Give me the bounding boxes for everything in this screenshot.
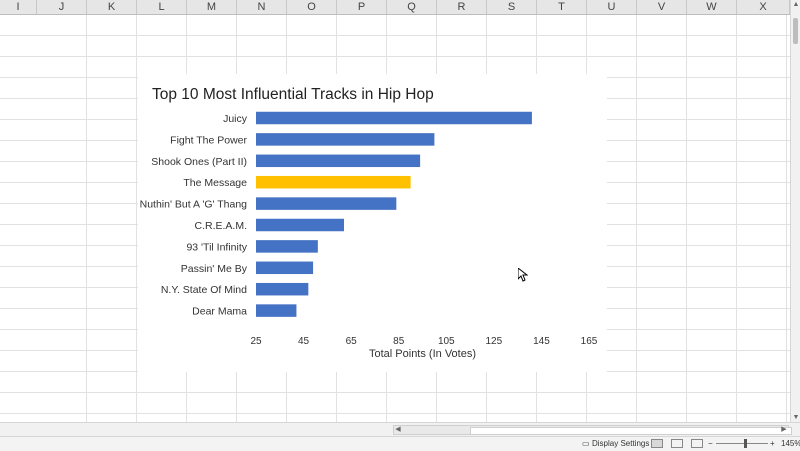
x-tick-label: 85 bbox=[393, 336, 405, 347]
category-label: C.R.E.A.M. bbox=[194, 220, 247, 232]
column-header-v[interactable]: V bbox=[637, 0, 687, 14]
column-header-u[interactable]: U bbox=[587, 0, 637, 14]
x-tick-label: 65 bbox=[346, 336, 358, 347]
category-label: Nuthin' But A 'G' Thang bbox=[140, 199, 248, 211]
mouse-cursor-icon bbox=[517, 266, 529, 287]
bar[interactable] bbox=[256, 240, 318, 253]
scroll-left-icon[interactable]: ◀ bbox=[395, 426, 401, 433]
column-header-k[interactable]: K bbox=[87, 0, 137, 14]
x-tick-label: 45 bbox=[298, 336, 310, 347]
bar[interactable] bbox=[256, 197, 397, 210]
column-header-j[interactable]: J bbox=[37, 0, 87, 14]
bar[interactable] bbox=[256, 175, 411, 189]
zoom-slider-thumb[interactable] bbox=[744, 439, 747, 448]
display-settings-button[interactable]: Display Settings bbox=[592, 439, 650, 448]
column-header-i[interactable]: I bbox=[0, 0, 37, 14]
scroll-up-icon[interactable]: ▲ bbox=[792, 1, 800, 8]
column-header-q[interactable]: Q bbox=[387, 0, 437, 14]
scroll-down-icon[interactable]: ▼ bbox=[792, 414, 800, 421]
page-break-preview-button[interactable] bbox=[691, 439, 703, 448]
display-settings-icon[interactable]: ▭ bbox=[582, 439, 590, 448]
category-label: N.Y. State Of Mind bbox=[161, 284, 247, 296]
vertical-scroll-thumb[interactable] bbox=[793, 18, 798, 44]
bar[interactable] bbox=[256, 154, 421, 168]
zoom-slider[interactable] bbox=[716, 443, 768, 444]
column-header-l[interactable]: L bbox=[137, 0, 187, 14]
bar[interactable] bbox=[256, 261, 314, 275]
zoom-out-icon[interactable]: − bbox=[708, 439, 713, 448]
column-header-w[interactable]: W bbox=[687, 0, 737, 14]
bar[interactable] bbox=[256, 133, 435, 146]
column-header-s[interactable]: S bbox=[487, 0, 537, 14]
chart-area[interactable]: Top 10 Most Influential Tracks in Hip Ho… bbox=[138, 74, 607, 372]
x-tick-label: 105 bbox=[438, 336, 455, 347]
column-header-o[interactable]: O bbox=[287, 0, 337, 14]
x-tick-label: 125 bbox=[486, 336, 503, 347]
horizontal-scrollbar[interactable]: ◀ ▶ bbox=[393, 425, 792, 435]
column-header-x[interactable]: X bbox=[737, 0, 790, 14]
scroll-right-icon[interactable]: ▶ bbox=[781, 426, 787, 433]
bar[interactable] bbox=[256, 282, 309, 296]
category-label: Passin' Me By bbox=[181, 263, 248, 275]
page-layout-view-button[interactable] bbox=[671, 439, 683, 448]
bar-chart: Juicy Fight The Power Shook Ones (Part II)… bbox=[140, 111, 598, 347]
category-label: 93 'Til Infinity bbox=[186, 241, 247, 253]
category-label: Shook Ones (Part II) bbox=[151, 156, 247, 168]
x-tick-label: 145 bbox=[533, 336, 550, 347]
column-header-r[interactable]: R bbox=[437, 0, 487, 14]
zoom-in-icon[interactable]: + bbox=[770, 439, 775, 448]
x-axis-label: Total Points (In Votes) bbox=[369, 348, 476, 360]
category-label: Juicy bbox=[223, 113, 248, 125]
x-tick-label: 165 bbox=[581, 336, 598, 347]
horizontal-scroll-thumb[interactable] bbox=[470, 427, 792, 435]
chart-title: Top 10 Most Influential Tracks in Hip Ho… bbox=[152, 86, 434, 103]
column-header-p[interactable]: P bbox=[337, 0, 387, 14]
horizontal-scrollbar-row: ◀ ▶ bbox=[0, 422, 800, 437]
category-label: Fight The Power bbox=[170, 134, 247, 146]
bar[interactable] bbox=[256, 218, 345, 232]
category-label: Dear Mama bbox=[192, 306, 247, 318]
bar[interactable] bbox=[256, 111, 532, 125]
column-header-n[interactable]: N bbox=[237, 0, 287, 14]
vertical-scrollbar[interactable]: ▲ ▼ bbox=[790, 0, 800, 425]
zoom-level[interactable]: 145% bbox=[781, 439, 800, 448]
column-header-m[interactable]: M bbox=[187, 0, 237, 14]
column-header-t[interactable]: T bbox=[537, 0, 587, 14]
normal-view-button[interactable] bbox=[651, 439, 663, 448]
status-bar: ▭ Display Settings − + 145% bbox=[0, 436, 800, 451]
x-tick-label: 25 bbox=[250, 336, 262, 347]
category-label: The Message bbox=[183, 177, 247, 189]
bar[interactable] bbox=[256, 304, 297, 317]
